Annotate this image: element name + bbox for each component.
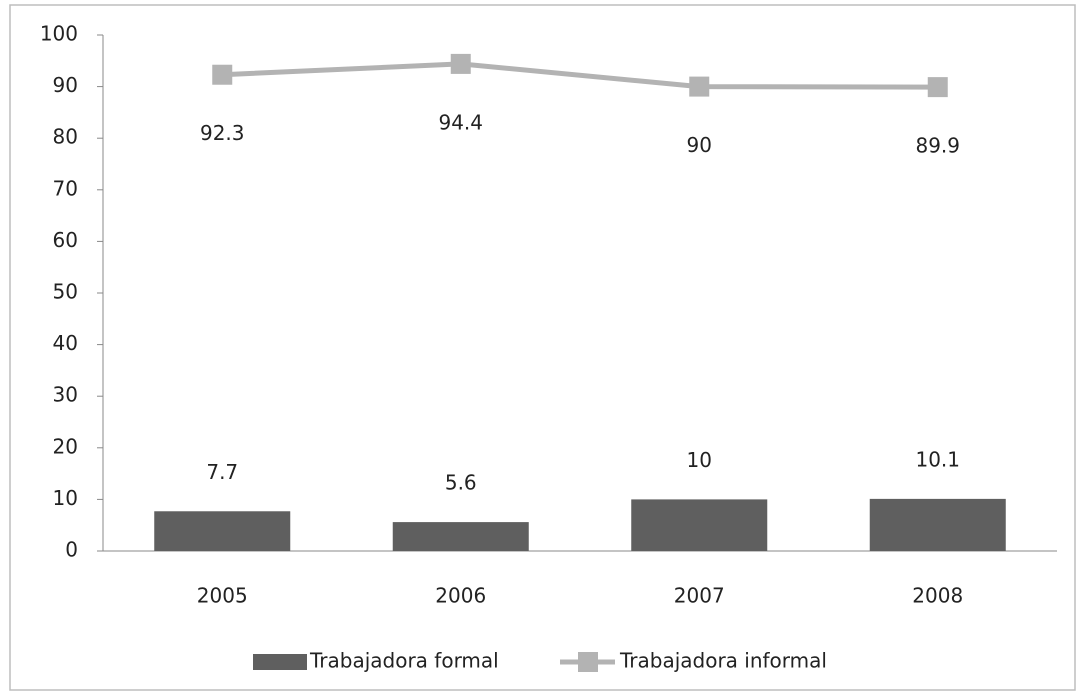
y-tick-label: 50 [53, 280, 78, 304]
y-tick-label: 70 [53, 176, 78, 200]
y-tick-label: 100 [40, 22, 78, 46]
marker [212, 64, 233, 85]
bar [631, 499, 768, 551]
y-tick-label: 30 [53, 383, 78, 407]
x-tick-label: 2006 [435, 584, 486, 608]
bar [154, 511, 291, 551]
marker [689, 76, 710, 97]
x-tick-label: 2005 [197, 584, 248, 608]
legend-marker [578, 652, 598, 672]
y-tick-label: 80 [53, 125, 78, 149]
x-tick-label: 2007 [674, 584, 725, 608]
data-label: 94.4 [438, 110, 483, 134]
chart-frame [9, 4, 1076, 691]
bar [392, 522, 529, 551]
legend-label: Trabajadora formal [309, 649, 499, 673]
y-tick-label: 10 [53, 486, 78, 510]
y-tick-label: 90 [53, 73, 78, 97]
marker [927, 77, 948, 98]
y-tick-label: 0 [65, 538, 78, 562]
data-label: 89.9 [915, 134, 960, 158]
line [222, 61, 938, 90]
data-label: 10.1 [915, 447, 960, 471]
legend-label: Trabajadora informal [619, 649, 827, 673]
y-tick-label: 40 [53, 331, 78, 355]
data-label: 90 [687, 133, 712, 157]
data-label: 10 [687, 448, 712, 472]
y-tick-label: 60 [53, 228, 78, 252]
marker [450, 53, 471, 74]
bar [869, 498, 1006, 551]
legend-swatch [253, 654, 307, 670]
data-label: 92.3 [200, 121, 245, 145]
data-label: 7.7 [206, 460, 238, 484]
data-label: 5.6 [445, 471, 477, 495]
x-tick-label: 2008 [912, 584, 963, 608]
y-tick-label: 20 [53, 434, 78, 458]
